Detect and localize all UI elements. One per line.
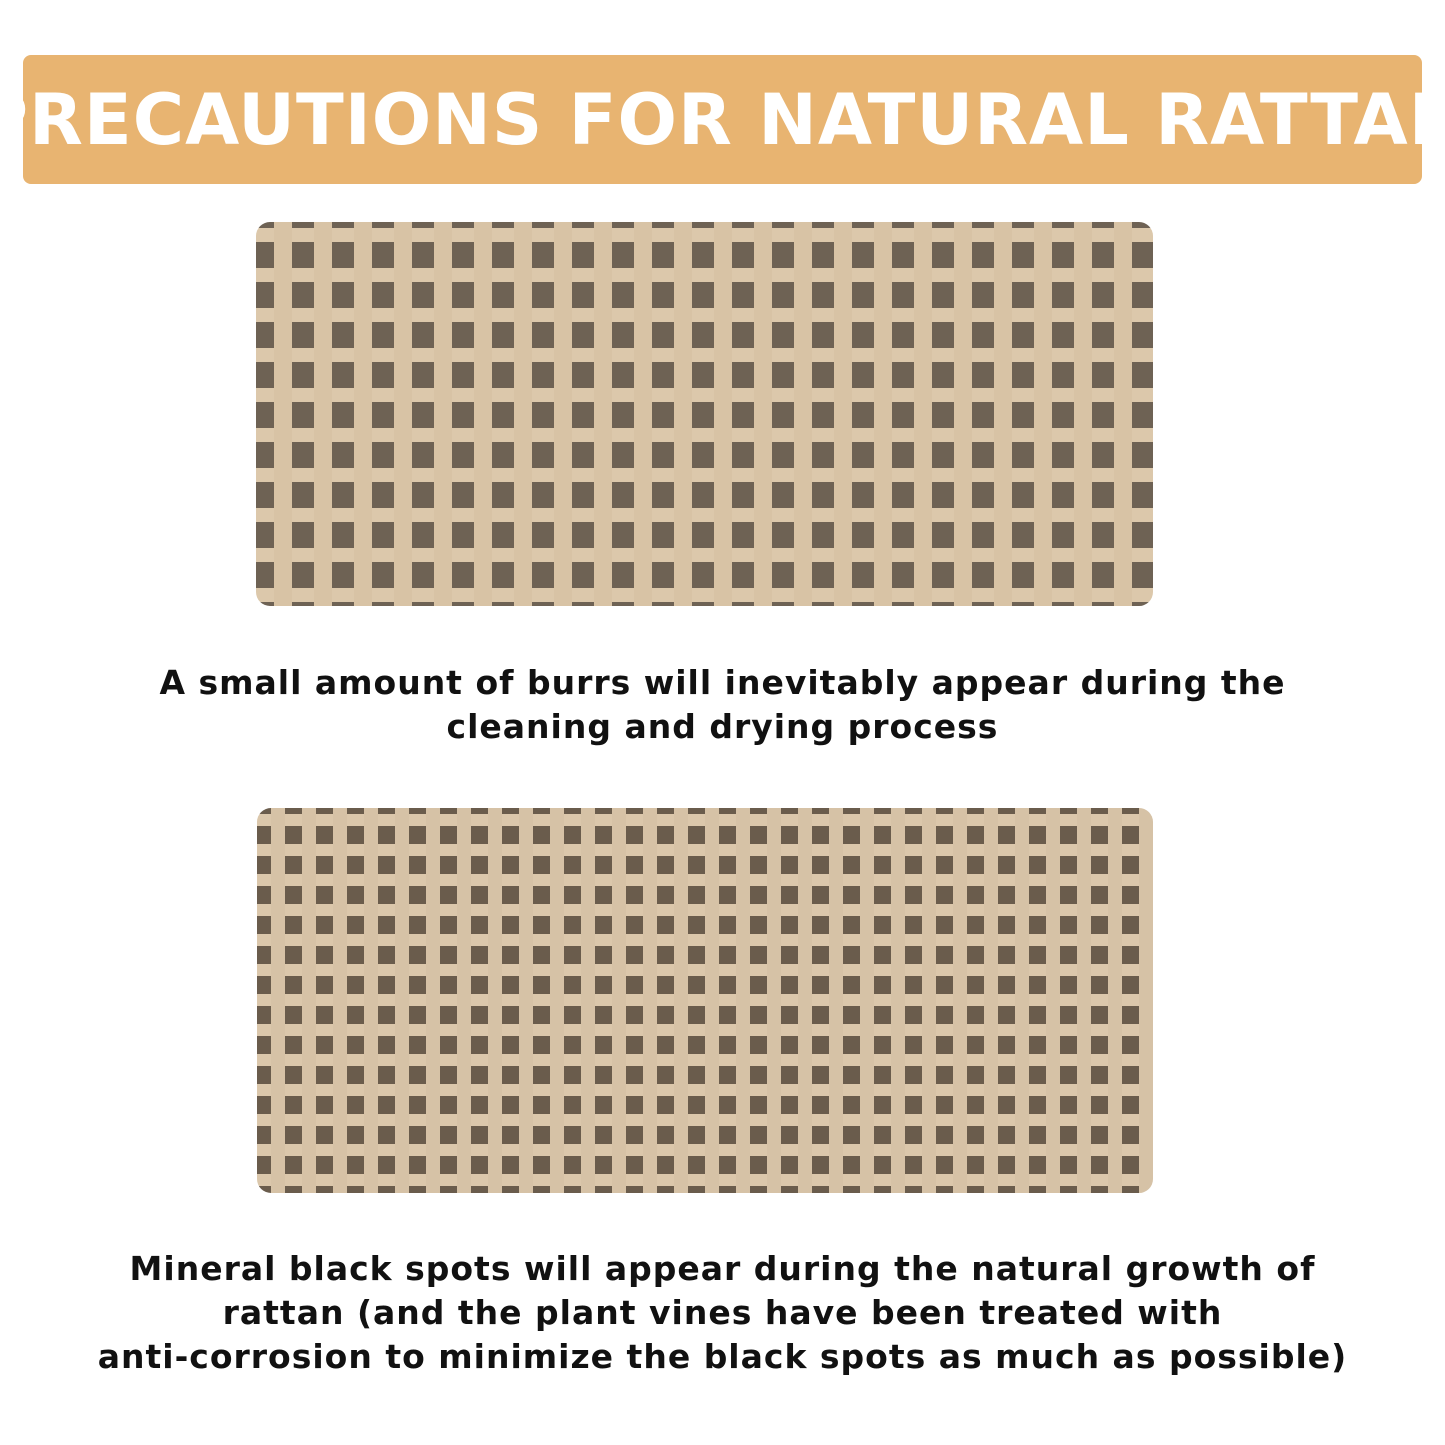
caption-line: rattan (and the plant vines have been tr…: [222, 1293, 1223, 1332]
caption-line: Mineral black spots will appear during t…: [129, 1249, 1316, 1288]
page-title: PRECAUTIONS FOR NATURAL RATTAN: [0, 78, 1445, 161]
black-spots-caption: Mineral black spots will appear during t…: [0, 1247, 1445, 1379]
burrs-caption: A small amount of burrs will inevitably …: [0, 661, 1445, 749]
caption-line: cleaning and drying process: [446, 707, 999, 746]
title-banner: PRECAUTIONS FOR NATURAL RATTAN: [0, 55, 1445, 184]
caption-line: anti-corrosion to minimize the black spo…: [97, 1337, 1348, 1376]
rattan-black-spots-photo: [257, 808, 1153, 1193]
caption-line: A small amount of burrs will inevitably …: [159, 663, 1286, 702]
rattan-burrs-photo: [256, 222, 1153, 606]
